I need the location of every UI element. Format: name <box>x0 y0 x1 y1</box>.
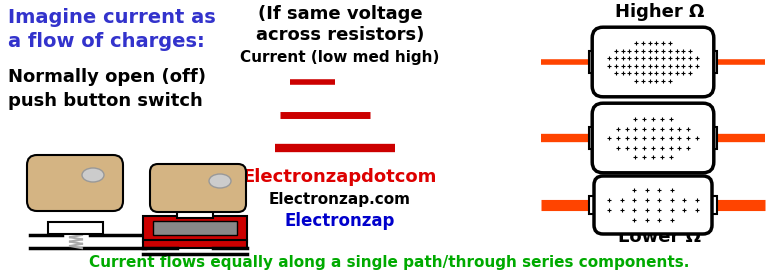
Text: Electronzap: Electronzap <box>285 212 395 230</box>
Text: Current flows equally along a single path/through series components.: Current flows equally along a single pat… <box>89 255 689 270</box>
Bar <box>703 127 717 149</box>
Text: Higher Ω: Higher Ω <box>615 3 705 21</box>
Bar <box>153 221 237 235</box>
Text: a flow of charges:: a flow of charges: <box>8 32 205 51</box>
Bar <box>703 51 717 73</box>
FancyBboxPatch shape <box>150 164 246 212</box>
Bar <box>589 51 603 73</box>
Bar <box>589 196 603 214</box>
Bar <box>48 222 103 234</box>
Text: Normally open (off): Normally open (off) <box>8 68 206 86</box>
Text: across resistors): across resistors) <box>256 26 424 44</box>
Text: push button switch: push button switch <box>8 92 203 110</box>
Bar <box>589 127 603 149</box>
FancyBboxPatch shape <box>592 27 713 97</box>
Text: Electronzap.com: Electronzap.com <box>269 192 411 207</box>
Bar <box>177 206 213 218</box>
Text: (If same voltage: (If same voltage <box>258 5 422 23</box>
Bar <box>143 216 247 242</box>
FancyBboxPatch shape <box>592 103 713 173</box>
Text: Current (low med high): Current (low med high) <box>240 50 440 65</box>
Ellipse shape <box>209 174 231 188</box>
FancyBboxPatch shape <box>27 155 123 211</box>
Text: Imagine current as: Imagine current as <box>8 8 216 27</box>
Bar <box>703 196 717 214</box>
Text: Electronzapdotcom: Electronzapdotcom <box>243 168 437 186</box>
Bar <box>143 240 247 248</box>
FancyBboxPatch shape <box>594 176 712 234</box>
Text: Lower Ω: Lower Ω <box>619 228 702 246</box>
Ellipse shape <box>82 168 104 182</box>
